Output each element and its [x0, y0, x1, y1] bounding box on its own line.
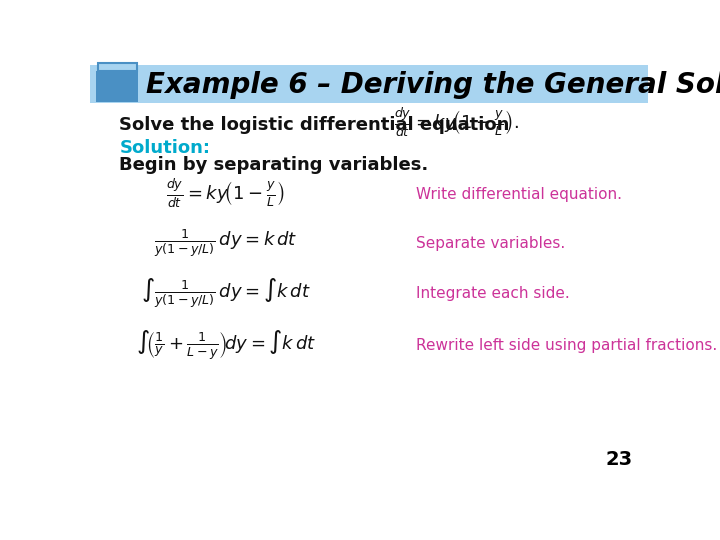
Text: Rewrite left side using partial fractions.: Rewrite left side using partial fraction… — [415, 339, 716, 353]
Text: Begin by separating variables.: Begin by separating variables. — [120, 156, 428, 174]
Text: $\frac{dy}{dt} = ky\!\left(1 - \frac{y}{L}\right).$: $\frac{dy}{dt} = ky\!\left(1 - \frac{y}{… — [394, 106, 519, 139]
Text: $\frac{dy}{dt} = ky\!\left(1 - \frac{y}{L}\right)$: $\frac{dy}{dt} = ky\!\left(1 - \frac{y}{… — [166, 178, 285, 211]
Text: $\frac{1}{y(1-y/L)}\,dy = k\,dt$: $\frac{1}{y(1-y/L)}\,dy = k\,dt$ — [154, 227, 297, 259]
Bar — [98, 63, 137, 71]
Text: $\int\!\left(\frac{1}{y} + \frac{1}{L-y}\right)\!dy = \int k\,dt$: $\int\!\left(\frac{1}{y} + \frac{1}{L-y}… — [135, 329, 316, 362]
Text: 23: 23 — [606, 449, 632, 469]
Bar — [96, 71, 138, 102]
Text: Solve the logistic differential equation: Solve the logistic differential equation — [120, 116, 510, 134]
Text: Example 6 – Deriving the General Solution: Example 6 – Deriving the General Solutio… — [145, 71, 720, 99]
Text: Solution:: Solution: — [120, 139, 210, 157]
Text: Integrate each side.: Integrate each side. — [415, 286, 570, 301]
Text: Write differential equation.: Write differential equation. — [415, 187, 621, 201]
Bar — [90, 65, 648, 103]
Text: Separate variables.: Separate variables. — [415, 236, 564, 251]
Text: $\int \frac{1}{y(1-y/L)}\,dy = \int k\,dt$: $\int \frac{1}{y(1-y/L)}\,dy = \int k\,d… — [140, 276, 310, 310]
